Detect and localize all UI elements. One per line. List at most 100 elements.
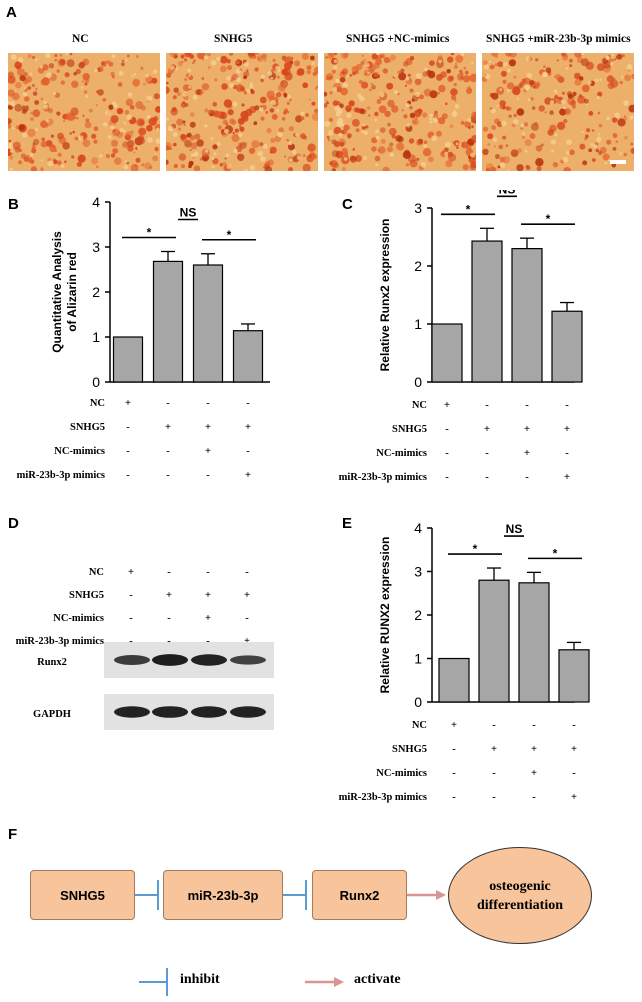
stain-spot: [96, 165, 99, 169]
alizarin-photo-snhg5-nc-mimics: [324, 53, 476, 171]
condition-symbol: +: [205, 446, 211, 457]
stain-spot: [263, 58, 267, 62]
stain-spot: [397, 70, 401, 74]
stain-spot: [364, 72, 368, 75]
condition-symbol: -: [126, 470, 130, 481]
stain-spot: [554, 75, 557, 78]
stain-spot: [391, 105, 399, 113]
background-spot: [238, 133, 243, 138]
stain-spot: [111, 139, 118, 147]
stain-spot: [631, 74, 634, 79]
stain-spot: [308, 98, 311, 101]
stain-spot: [450, 88, 458, 96]
stain-spot: [341, 167, 346, 171]
stain-spot: [188, 164, 192, 169]
stain-spot: [535, 58, 539, 62]
background-spot: [246, 88, 251, 94]
stain-spot: [171, 107, 177, 112]
stain-spot: [598, 123, 603, 128]
background-spot: [525, 56, 531, 62]
condition-symbol: +: [444, 400, 450, 411]
stain-spot: [400, 68, 405, 73]
stain-spot: [32, 142, 36, 146]
y-axis-label: Relative RUNX2 expression: [378, 537, 392, 694]
stain-spot: [448, 75, 454, 81]
bar: [112, 336, 144, 383]
condition-symbol: -: [245, 613, 249, 624]
stain-spot: [85, 118, 90, 123]
background-spot: [423, 144, 428, 148]
background-spot: [249, 84, 254, 89]
condition-label: SNHG5: [70, 422, 105, 433]
stain-spot: [212, 144, 218, 150]
stain-spot: [220, 65, 227, 73]
stain-spot: [549, 124, 557, 132]
condition-symbol: -: [445, 424, 449, 435]
stain-spot: [545, 67, 552, 73]
stain-spot: [529, 133, 536, 139]
condition-label: NC-mimics: [53, 613, 104, 624]
stain-spot: [557, 121, 566, 130]
background-spot: [454, 104, 460, 109]
stain-spot: [250, 88, 254, 92]
background-spot: [429, 117, 433, 121]
bar: [431, 323, 463, 383]
background-spot: [492, 137, 498, 142]
condition-symbol: +: [564, 472, 570, 483]
background-spot: [102, 122, 108, 127]
condition-label: miR-23b-3p mimics: [16, 636, 104, 647]
significance-label: *: [227, 228, 232, 242]
background-spot: [335, 78, 340, 84]
stain-spot: [214, 78, 218, 82]
background-spot: [169, 65, 175, 71]
background-spot: [210, 60, 217, 66]
stain-spot: [623, 152, 628, 157]
background-spot: [527, 98, 531, 102]
background-spot: [260, 74, 265, 79]
stain-spot: [238, 142, 243, 147]
stain-spot: [566, 91, 573, 97]
background-spot: [623, 100, 629, 106]
stain-spot: [329, 161, 333, 166]
stain-spot: [538, 105, 545, 112]
stain-spot: [102, 98, 107, 102]
condition-symbol: -: [166, 398, 170, 409]
stain-spot: [241, 103, 245, 107]
blot-band-label: GAPDH: [33, 709, 71, 720]
condition-symbol: -: [485, 400, 489, 411]
condition-symbol: -: [452, 768, 456, 779]
background-spot: [451, 111, 458, 117]
background-spot: [123, 165, 128, 170]
stain-spot: [121, 59, 125, 63]
stain-spot: [513, 75, 517, 79]
stain-spot: [495, 154, 500, 159]
stain-spot: [521, 135, 525, 139]
stain-spot: [422, 148, 432, 157]
stain-spot: [271, 69, 275, 73]
stain-spot: [325, 56, 328, 59]
condition-label: NC: [412, 720, 427, 731]
stain-spot: [579, 143, 586, 150]
background-spot: [8, 144, 13, 150]
stain-spot: [234, 128, 239, 133]
stain-spot: [49, 145, 57, 153]
background-spot: [333, 59, 338, 63]
stain-spot: [135, 157, 141, 163]
stain-spot: [447, 56, 454, 63]
background-spot: [470, 152, 475, 158]
background-spot: [324, 120, 331, 127]
stain-spot: [45, 140, 53, 147]
stain-spot: [549, 110, 554, 115]
background-spot: [389, 152, 394, 157]
stain-spot: [8, 139, 12, 143]
stain-spot: [136, 55, 139, 58]
y-tick-label: 1: [414, 316, 422, 332]
stain-spot: [552, 162, 559, 168]
background-spot: [155, 138, 160, 144]
condition-symbol: -: [525, 400, 529, 411]
background-spot: [562, 106, 566, 110]
stain-spot: [440, 71, 447, 78]
stain-spot: [497, 165, 501, 169]
condition-symbol: -: [525, 472, 529, 483]
inhibit-arrow-2: [283, 880, 307, 910]
